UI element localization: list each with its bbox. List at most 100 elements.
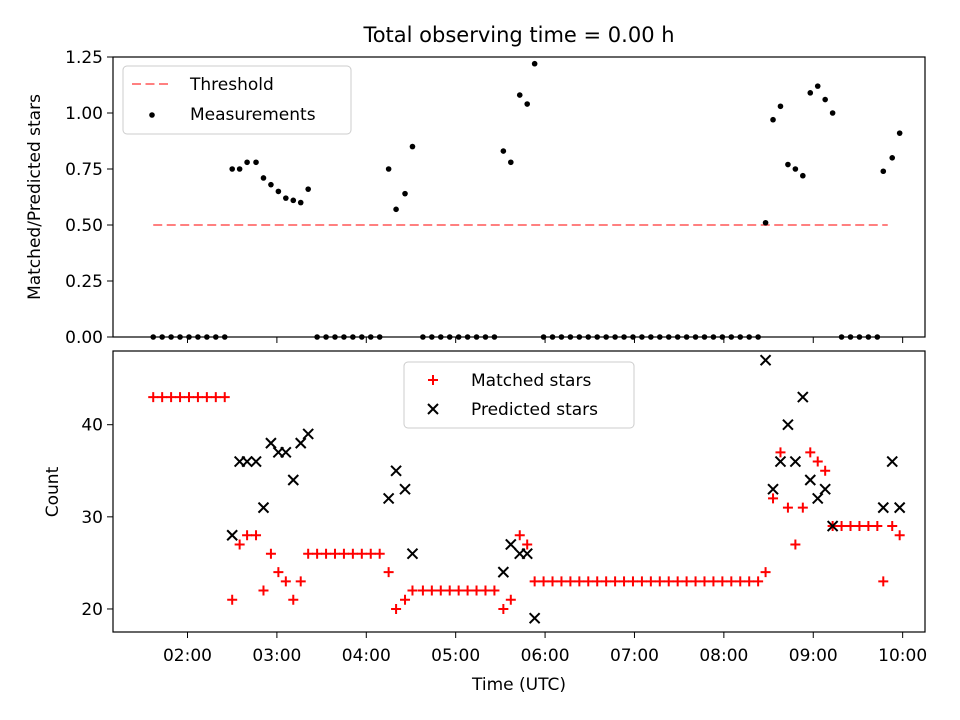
matched-stars-point bbox=[498, 603, 509, 614]
predicted-stars-point bbox=[789, 455, 802, 468]
matched-stars-point bbox=[636, 576, 647, 587]
matched-stars-point bbox=[681, 576, 692, 587]
measurements-point bbox=[829, 110, 836, 116]
count-xtick-label: 05:00 bbox=[431, 646, 480, 666]
ratio-ytick-label: 0.25 bbox=[65, 272, 103, 292]
predicted-stars-point bbox=[774, 455, 787, 468]
measurements-point bbox=[236, 166, 243, 172]
matched-stars-point bbox=[157, 392, 168, 403]
count-xtick-label: 08:00 bbox=[699, 646, 748, 666]
predicted-stars-point bbox=[886, 455, 898, 468]
matched-stars-point bbox=[453, 585, 464, 596]
predicted-stars-point bbox=[406, 547, 419, 560]
ratio-plot-ticks: 0.00 0.25 0.50 0.75 1.00 1.25 bbox=[65, 48, 904, 348]
matched-stars-point bbox=[812, 456, 823, 467]
matched-stars-point bbox=[872, 521, 883, 532]
ratio-ytick-label: 0.75 bbox=[65, 160, 103, 180]
matched-stars-point bbox=[280, 576, 291, 587]
count-ytick-label: 20 bbox=[81, 600, 103, 620]
matched-stars-point bbox=[565, 576, 576, 587]
matched-stars-point bbox=[760, 567, 771, 578]
predicted-stars-point bbox=[826, 520, 839, 532]
matched-stars-point bbox=[400, 594, 411, 605]
ratio-plot-frame bbox=[112, 56, 926, 338]
matched-stars-point bbox=[538, 576, 549, 587]
matched-stars-point bbox=[717, 576, 728, 587]
legend-predicted-label: Predicted stars bbox=[471, 400, 598, 420]
ratio-ytick-label: 0.00 bbox=[65, 328, 103, 348]
count-xtick-label: 10:00 bbox=[878, 646, 927, 666]
matched-stars-point bbox=[672, 576, 683, 587]
matched-stars-point bbox=[303, 548, 314, 559]
legend-predicted-swatch bbox=[427, 403, 439, 415]
ratio-ytick-label: 1.00 bbox=[65, 104, 103, 124]
measurements-point bbox=[770, 116, 776, 123]
count-plot: 20 30 40 02:00 03:00 04:00 05:00 06:00 07:00 08:0… bbox=[43, 350, 927, 695]
matched-stars-point bbox=[435, 585, 446, 596]
predicted-stars-point bbox=[295, 437, 307, 449]
predicted-stars-point bbox=[812, 492, 824, 505]
matched-stars-point bbox=[845, 521, 856, 532]
matched-stars-point bbox=[329, 548, 340, 559]
matched-stars-point bbox=[790, 539, 801, 550]
predicted-stars-point bbox=[280, 446, 292, 459]
measurements-point bbox=[402, 190, 408, 197]
count-plot-ticks: 20 30 40 02:00 03:00 04:00 05:00 06:00 07:00 08:0… bbox=[81, 416, 927, 666]
matched-stars-point bbox=[836, 521, 847, 532]
matched-stars-point bbox=[619, 576, 630, 587]
legend-box bbox=[122, 65, 352, 135]
legend-box bbox=[403, 361, 635, 429]
predicted-stars-point bbox=[767, 483, 779, 495]
measurements-point bbox=[880, 168, 887, 175]
matched-stars-point bbox=[391, 603, 402, 614]
legend-threshold-label: Threshold bbox=[189, 75, 274, 95]
matched-stars-point bbox=[219, 392, 230, 403]
matched-stars-point bbox=[610, 576, 621, 587]
ratio-ytick-label: 0.50 bbox=[65, 216, 103, 236]
predicted-stars-point bbox=[382, 492, 395, 505]
measurements-point bbox=[409, 143, 416, 150]
matched-stars-point bbox=[295, 576, 306, 587]
measurements-point bbox=[297, 199, 304, 206]
legend-measurements-swatch bbox=[149, 112, 155, 118]
measurements-point bbox=[516, 92, 523, 98]
matched-stars-point bbox=[242, 530, 253, 541]
matched-stars-point bbox=[338, 548, 349, 559]
measurements-point bbox=[253, 159, 259, 166]
matched-stars-point bbox=[234, 539, 245, 550]
ratio-plot: Total observing time = 0.00 h 0.000.250.… bbox=[25, 23, 926, 348]
predicted-stars-point bbox=[399, 483, 411, 495]
matched-stars-point bbox=[471, 585, 482, 596]
matched-stars-point bbox=[583, 576, 594, 587]
measurements-point bbox=[822, 96, 828, 103]
measurements-point bbox=[889, 155, 896, 161]
matched-stars-point bbox=[183, 392, 194, 403]
matched-stars-point bbox=[556, 576, 567, 587]
matched-stars-point bbox=[547, 576, 558, 587]
matched-stars-point bbox=[820, 465, 831, 476]
matched-stars-point bbox=[744, 576, 755, 587]
measurements-point bbox=[524, 101, 530, 107]
predicted-stars-point bbox=[265, 437, 277, 449]
ratio-plot-ylabel: Matched/Predicted stars bbox=[25, 94, 45, 300]
ratio-ytick-label: 1.25 bbox=[65, 48, 103, 68]
predicted-stars-point bbox=[287, 474, 299, 486]
measurements-point bbox=[385, 166, 392, 172]
chart-title: Total observing time = 0.00 h bbox=[362, 23, 674, 47]
matched-stars-point bbox=[768, 493, 779, 504]
matched-stars-point bbox=[863, 521, 874, 532]
measurements-point bbox=[393, 206, 399, 213]
matched-stars-point bbox=[782, 502, 793, 513]
matched-stars-point bbox=[887, 521, 898, 532]
matched-stars-point bbox=[735, 576, 746, 587]
measurements-point bbox=[814, 83, 821, 89]
matched-stars-point bbox=[480, 585, 491, 596]
matched-stars-point bbox=[288, 594, 299, 605]
matched-stars-point bbox=[654, 576, 665, 587]
matched-stars-point bbox=[663, 576, 674, 587]
measurements-point bbox=[500, 148, 507, 154]
matched-stars-point bbox=[627, 576, 638, 587]
matched-stars-point bbox=[347, 548, 358, 559]
matched-stars-point bbox=[462, 585, 473, 596]
matched-stars-point bbox=[166, 392, 177, 403]
